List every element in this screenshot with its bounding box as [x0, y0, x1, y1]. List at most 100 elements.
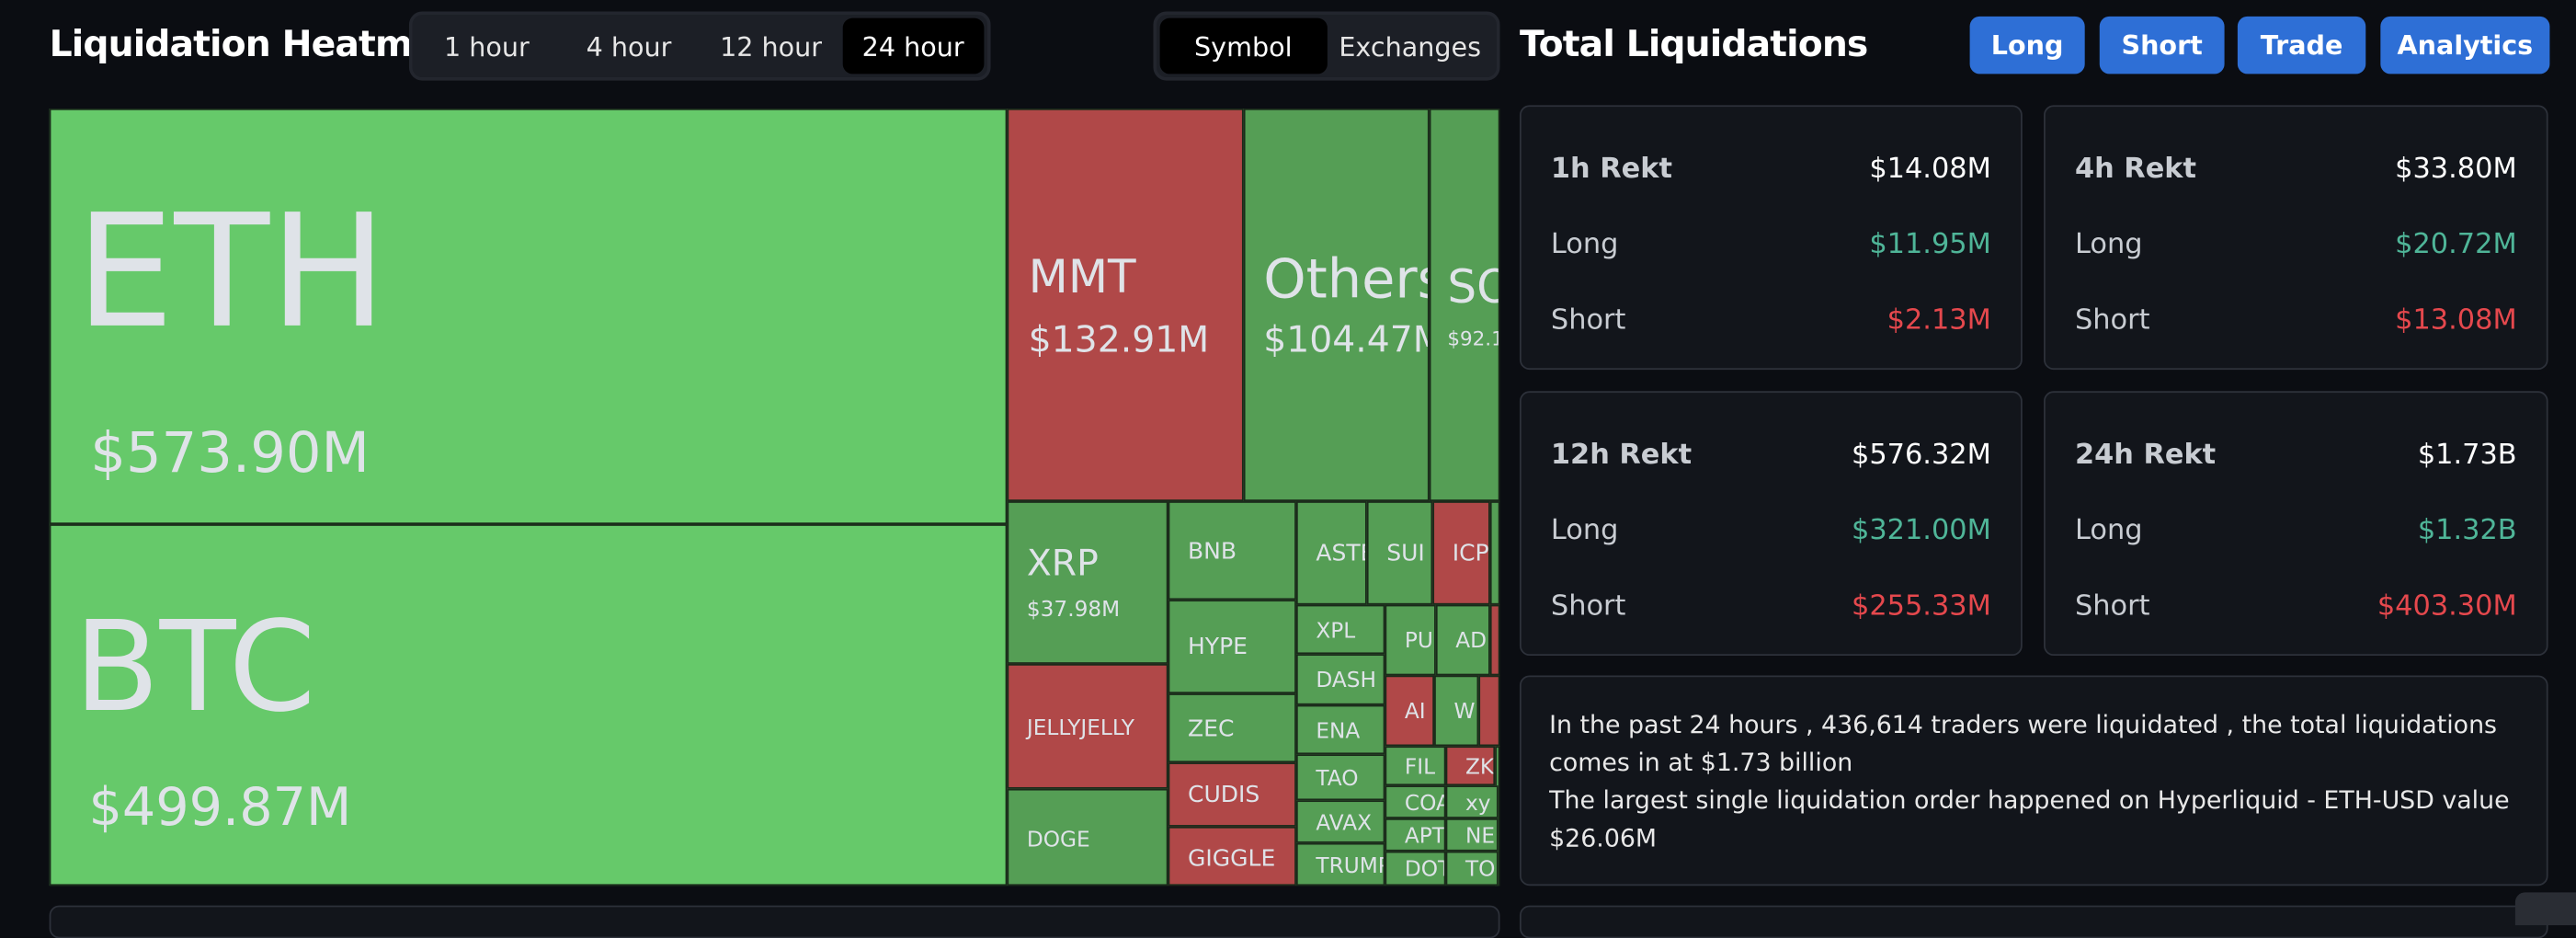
- card-value: $20.72M: [2395, 228, 2517, 262]
- card-label: 12h Rekt: [1550, 439, 1693, 472]
- tile-symbol: SO: [1447, 259, 1498, 315]
- tile[interactable]: NE: [1445, 818, 1499, 852]
- card-label: Long: [2074, 514, 2143, 548]
- tile-symbol: MMT: [1028, 249, 1136, 304]
- tile-symbol: ETH: [75, 181, 387, 363]
- tile-symbol: ICP: [1452, 540, 1489, 567]
- card-value: $255.33M: [1851, 589, 1991, 623]
- tile[interactable]: JELLYJELLY: [1007, 663, 1168, 789]
- tile[interactable]: TAO: [1295, 754, 1385, 801]
- tile[interactable]: APT: [1385, 818, 1446, 852]
- tile-symbol: NE: [1465, 824, 1496, 849]
- tile[interactable]: MMT $132.91M: [1007, 108, 1244, 502]
- tile-symbol: FIL: [1404, 755, 1436, 780]
- card-value: $403.30M: [2377, 589, 2517, 623]
- tile[interactable]: HYPE: [1168, 600, 1296, 694]
- tile[interactable]: COA: [1385, 785, 1446, 818]
- tile[interactable]: xy: [1445, 785, 1499, 818]
- tile[interactable]: GIGGLE: [1168, 826, 1296, 887]
- view-tab[interactable]: Symbol: [1159, 17, 1327, 74]
- stat-card: 1h Rekt $14.08M Long $11.95M Short $2.13M: [1519, 105, 2023, 371]
- tile[interactable]: TO: [1445, 851, 1499, 887]
- tile[interactable]: WI: [1434, 675, 1479, 747]
- tile-symbol: BTC: [74, 593, 316, 740]
- tile-symbol: PU: [1404, 628, 1433, 654]
- tile[interactable]: SUI: [1366, 501, 1433, 605]
- nav-button[interactable]: Analytics: [2380, 16, 2550, 74]
- tile[interactable]: DOT: [1385, 851, 1446, 887]
- tile[interactable]: ASTE: [1295, 501, 1367, 605]
- card-label: 24h Rekt: [2074, 439, 2217, 472]
- card-label: 1h Rekt: [1550, 153, 1672, 186]
- card-label: Long: [1550, 514, 1619, 548]
- tile[interactable]: XPL: [1295, 604, 1385, 655]
- card-label: Long: [2074, 228, 2143, 262]
- tile-symbol: COA: [1404, 791, 1444, 817]
- stat-card: 12h Rekt $576.32M Long $321.00M Short $255.33…: [1519, 391, 2023, 657]
- time-tab[interactable]: 1 hour: [443, 30, 530, 63]
- tile-symbol: APT: [1404, 824, 1445, 849]
- settings-button[interactable]: [2514, 892, 2576, 926]
- tile[interactable]: BTC $499.87M: [49, 524, 1008, 887]
- tile-value: $104.47M: [1263, 320, 1430, 362]
- nav-button[interactable]: Short: [2099, 16, 2225, 74]
- card-label: Short: [2074, 589, 2150, 623]
- tile[interactable]: SO $92.1: [1429, 108, 1500, 502]
- card-value: $13.08M: [2395, 303, 2517, 337]
- card-value: $33.80M: [2395, 153, 2517, 186]
- view-tab[interactable]: Exchanges: [1339, 30, 1481, 63]
- tile-symbol: xy: [1465, 791, 1491, 817]
- tile[interactable]: BNB: [1168, 501, 1296, 601]
- tile[interactable]: PU: [1385, 604, 1436, 676]
- tile-symbol: ASTE: [1316, 540, 1365, 567]
- stat-card: 24h Rekt $1.73B Long $1.32B Short $403.30M: [2044, 391, 2548, 657]
- tile[interactable]: AVAX: [1295, 800, 1385, 843]
- tile[interactable]: FIL: [1385, 746, 1446, 786]
- tile-value: $92.1: [1447, 326, 1500, 350]
- tile[interactable]: DOGE: [1007, 788, 1168, 887]
- nav-button[interactable]: Long: [1969, 16, 2085, 74]
- time-tab[interactable]: 4 hour: [586, 30, 672, 63]
- tile[interactable]: DASH: [1295, 654, 1385, 705]
- tile[interactable]: ETH $573.90M: [49, 108, 1008, 525]
- tile[interactable]: TRUMP: [1295, 842, 1385, 887]
- nav-button[interactable]: Trade: [2237, 16, 2366, 74]
- time-tab[interactable]: 12 hour: [720, 30, 823, 63]
- tile-value: $573.90M: [90, 420, 370, 486]
- tile-symbol: ENA: [1316, 718, 1361, 744]
- tile-symbol: AI: [1404, 699, 1426, 725]
- total-title: Total Liquidations: [1519, 24, 1868, 66]
- card-label: Long: [1550, 228, 1619, 262]
- view-tabs: Symbol Exchanges: [1153, 11, 1500, 81]
- tile-symbol: TRUMP: [1316, 853, 1385, 879]
- tile[interactable]: ENA: [1295, 704, 1385, 755]
- summary-text: In the past 24 hours , 436,614 traders w…: [1549, 709, 2498, 778]
- tile[interactable]: ZEC: [1168, 693, 1296, 763]
- tile[interactable]: ZK: [1445, 746, 1496, 786]
- tile-symbol: ZEC: [1187, 716, 1235, 743]
- tile-symbol: XPL: [1316, 618, 1356, 644]
- time-tab[interactable]: 24 hour: [841, 17, 985, 74]
- tile-symbol: HYPE: [1187, 634, 1248, 661]
- card-value: $576.32M: [1851, 439, 1991, 472]
- tile-symbol: TO: [1465, 856, 1496, 882]
- tile[interactable]: ICP: [1432, 501, 1490, 605]
- card-label: Short: [2074, 303, 2150, 337]
- tile[interactable]: AD: [1435, 604, 1490, 676]
- bottom-panel: [1519, 905, 2548, 938]
- tile-symbol: XRP: [1026, 543, 1099, 586]
- heatmap-title: Liquidation Heatmap: [49, 24, 462, 66]
- tile-symbol: GIGGLE: [1187, 846, 1276, 873]
- tile[interactable]: XRP $37.98M: [1007, 501, 1168, 664]
- stat-card: 4h Rekt $33.80M Long $20.72M Short $13.08M: [2044, 105, 2548, 371]
- tile-symbol: DOT: [1404, 856, 1444, 882]
- tile[interactable]: CUDIS: [1168, 762, 1296, 827]
- tile-value: $132.91M: [1028, 320, 1210, 362]
- tile-value: $499.87M: [88, 775, 352, 839]
- card-label: Short: [1550, 589, 1626, 623]
- tile: [1489, 604, 1500, 676]
- tile[interactable]: Others $104.47M: [1243, 108, 1430, 502]
- tile[interactable]: AI: [1385, 675, 1435, 747]
- summary: In the past 24 hours , 436,614 traders w…: [1519, 675, 2548, 887]
